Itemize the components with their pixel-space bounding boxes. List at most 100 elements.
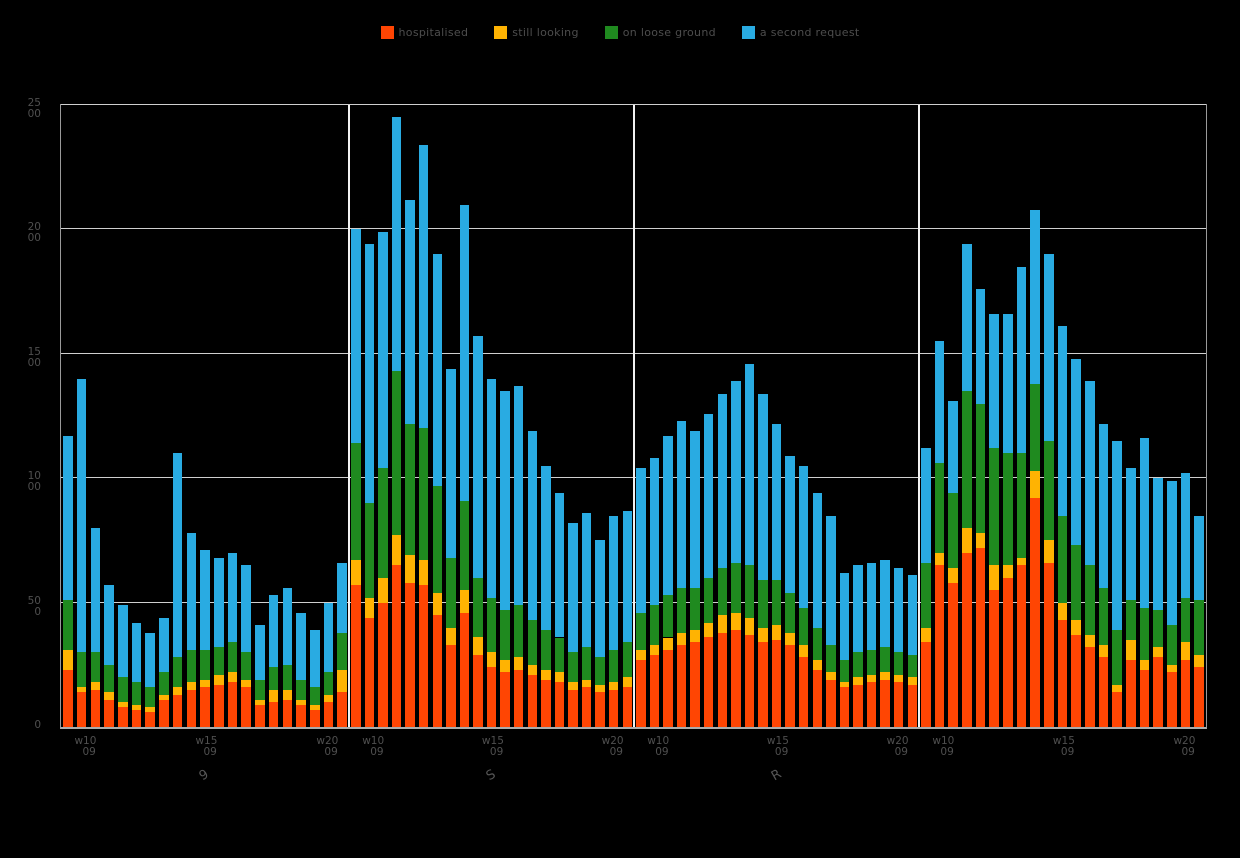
legend-label: still looking <box>512 26 579 39</box>
bar-segment <box>826 679 836 727</box>
bar-segment <box>432 254 442 486</box>
bar-segment <box>975 533 986 548</box>
bar-segment <box>1044 440 1054 541</box>
bar-segment <box>1085 381 1095 566</box>
bar-segment <box>703 622 714 638</box>
bar-segment <box>214 674 224 685</box>
bar-segment <box>104 664 114 693</box>
bar-segment <box>541 679 551 727</box>
bar-segment <box>310 687 320 705</box>
bar-segment <box>1153 647 1163 658</box>
bar-segment <box>459 204 470 501</box>
bar-segment <box>131 709 142 727</box>
bar-segment <box>364 503 375 598</box>
bar-segment <box>975 547 986 727</box>
bar-segment <box>690 630 700 643</box>
bar-segment <box>473 637 483 655</box>
legend-label: on loose ground <box>622 26 716 39</box>
legend-swatch-icon <box>604 26 618 39</box>
bar-segment <box>1180 642 1191 660</box>
x-tick-label: w20 09 <box>601 735 624 758</box>
y-tick-label: 1500 <box>27 345 41 369</box>
bar-segment <box>1194 600 1204 655</box>
legend: hospitalised still looking on loose ground… <box>0 26 1240 39</box>
bar-segment <box>268 595 279 668</box>
bar-segment <box>1071 358 1081 546</box>
bar-segment <box>418 428 429 561</box>
bar-segment <box>595 684 605 693</box>
bar-segment <box>866 649 877 675</box>
x-tick-label: w10 09 <box>74 735 97 758</box>
bar-segment <box>880 679 890 727</box>
panel-group-label: R <box>768 766 784 785</box>
bar-segment <box>853 677 863 685</box>
bar-segment <box>200 550 210 650</box>
bar-segment <box>1139 659 1150 670</box>
bar-segment <box>364 244 375 504</box>
x-tick-label: w15 09 <box>1052 735 1075 758</box>
bar-segment <box>771 423 782 581</box>
bar-segment <box>159 617 169 673</box>
plot-area <box>60 104 1207 729</box>
legend-item: still looking <box>494 26 579 39</box>
y-tick-label: 2500 <box>27 97 41 120</box>
x-tick-label: w20 09 <box>1173 735 1196 758</box>
bar-segment <box>880 647 890 673</box>
bar-segment <box>907 684 917 727</box>
bar-segment <box>296 704 306 727</box>
bar-segment <box>459 500 470 591</box>
bar-segment <box>513 605 524 658</box>
bar-segment <box>703 637 714 727</box>
bar-segment <box>296 679 306 700</box>
bar-segment <box>989 313 999 449</box>
bar-segment <box>934 463 945 553</box>
bar-segment <box>1139 607 1150 660</box>
y-tick-label: 0 <box>34 719 41 731</box>
bar-segment <box>214 684 224 727</box>
bar-segment <box>1112 440 1122 630</box>
bar-segment <box>731 381 741 563</box>
bar-segment <box>255 704 265 727</box>
bar-segment <box>351 443 361 561</box>
legend-item: a second request <box>741 26 860 39</box>
bar-segment <box>1044 540 1054 563</box>
bar-segment <box>1126 659 1136 727</box>
bar-segment <box>227 672 238 683</box>
bar-segment <box>1180 473 1191 598</box>
bar-segment <box>676 644 687 727</box>
bar-segment <box>351 585 361 727</box>
panel-group-label: 9 <box>196 766 212 785</box>
bar-segment <box>717 615 727 633</box>
bar-segment <box>186 682 196 690</box>
bar-segment <box>948 582 958 727</box>
bar-segment <box>1180 659 1191 727</box>
bar-segment <box>1057 620 1068 727</box>
bar-segment <box>513 657 524 670</box>
bar-segment <box>1112 630 1122 685</box>
bar-segment <box>159 694 169 700</box>
bar-segment <box>104 585 114 665</box>
bar-segment <box>200 687 210 727</box>
bar-segment <box>282 664 292 690</box>
bar-segment <box>1003 577 1013 727</box>
bar-segment <box>1071 620 1081 635</box>
bar-segment <box>241 679 251 688</box>
bar-segment <box>323 602 334 673</box>
bar-segment <box>554 682 565 727</box>
bar-segment <box>758 393 768 581</box>
bar-segment <box>1194 667 1204 727</box>
bar-segment <box>703 577 714 623</box>
bar-segment <box>63 600 73 650</box>
x-tick-label: w10 09 <box>362 735 385 758</box>
bar-segment <box>907 654 917 678</box>
bar-segment <box>880 560 890 648</box>
bar-segment <box>227 552 238 643</box>
bar-segment <box>405 423 415 556</box>
panel-separator <box>918 105 920 727</box>
bar-segment <box>131 622 142 683</box>
y-tick-label: 2000 <box>27 221 41 245</box>
bar-segment <box>948 567 958 583</box>
bar-segment <box>1003 314 1013 454</box>
bar-segment <box>853 684 863 727</box>
bar-segment <box>90 682 100 690</box>
